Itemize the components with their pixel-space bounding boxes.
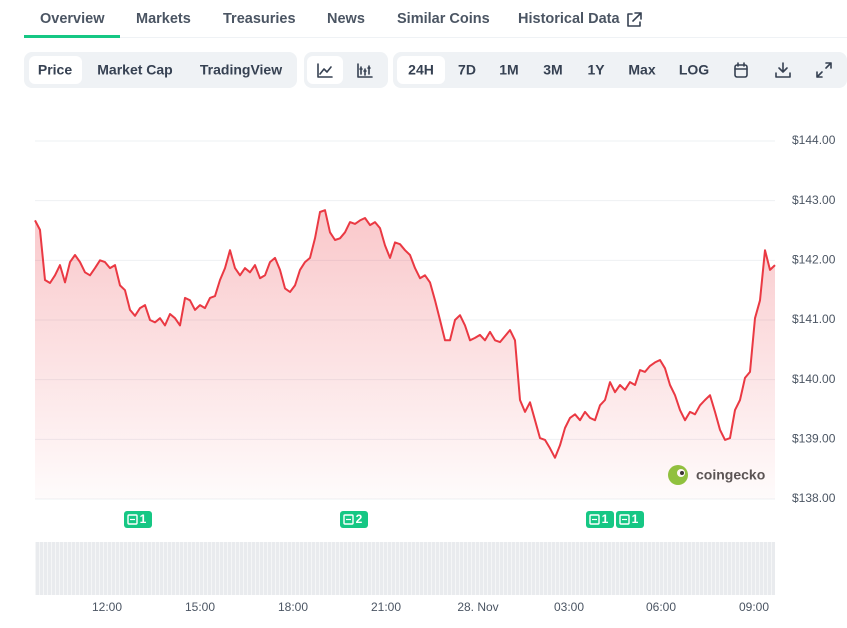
news-marker[interactable]: 2	[340, 511, 368, 528]
tab[interactable]: Treasuries	[223, 11, 296, 27]
download-button[interactable]	[775, 62, 791, 78]
range-button[interactable]: 1M	[499, 62, 518, 78]
range-button[interactable]: 3M	[543, 62, 562, 78]
range-button[interactable]: Max	[628, 62, 655, 78]
y-tick-label: $141.00	[792, 312, 836, 326]
y-tick-label: $144.00	[792, 133, 836, 147]
news-icon	[127, 514, 138, 525]
x-tick-label: 28. Nov	[457, 600, 498, 614]
view-button[interactable]: Price	[38, 62, 72, 78]
range-button[interactable]: LOG	[679, 62, 709, 78]
candle-chart-button[interactable]	[357, 63, 373, 78]
price-line	[34, 209, 776, 459]
external-link-icon	[627, 12, 642, 27]
y-tick-label: $142.00	[792, 253, 836, 267]
tab[interactable]: News	[327, 11, 365, 27]
calendar-button[interactable]	[734, 62, 748, 78]
tab[interactable]: Markets	[136, 11, 191, 27]
news-count: 1	[602, 512, 609, 526]
y-tick-label: $138.00	[792, 491, 836, 505]
x-tick-label: 03:00	[554, 600, 584, 614]
news-count: 2	[356, 512, 363, 526]
active-view	[29, 56, 82, 84]
range-group	[393, 52, 847, 88]
x-tick-label: 12:00	[92, 600, 122, 614]
x-tick-label: 18:00	[278, 600, 308, 614]
range-button[interactable]: 7D	[458, 62, 476, 78]
news-count: 1	[140, 512, 147, 526]
line-chart-button[interactable]	[317, 63, 333, 78]
range-button[interactable]: 24H	[408, 62, 434, 78]
x-tick-label: 06:00	[646, 600, 676, 614]
news-icon	[619, 514, 630, 525]
range-button[interactable]: 1Y	[587, 62, 605, 78]
news-icon	[589, 514, 600, 525]
view-button[interactable]: TradingView	[200, 62, 282, 78]
y-tick-label: $139.00	[792, 432, 836, 446]
news-marker[interactable]: 1	[586, 511, 614, 528]
volume-bars	[35, 542, 775, 595]
y-tick-label: $140.00	[792, 372, 836, 386]
tab[interactable]: Overview	[40, 11, 105, 27]
active-tab-underline	[24, 35, 120, 38]
y-tick-label: $143.00	[792, 193, 836, 207]
news-marker[interactable]: 1	[616, 511, 644, 528]
x-tick-label: 21:00	[371, 600, 401, 614]
view-group	[24, 52, 297, 88]
active-range	[397, 56, 445, 84]
tab[interactable]: Historical Data	[518, 11, 620, 27]
news-marker[interactable]: 1	[124, 511, 152, 528]
view-button[interactable]: Market Cap	[97, 62, 172, 78]
expand-button[interactable]	[816, 62, 832, 78]
x-tick-label: 09:00	[739, 600, 769, 614]
x-tick-label: 15:00	[185, 600, 215, 614]
news-count: 1	[632, 512, 639, 526]
news-icon	[343, 514, 354, 525]
tab[interactable]: Similar Coins	[397, 11, 490, 27]
price-area	[35, 210, 775, 499]
